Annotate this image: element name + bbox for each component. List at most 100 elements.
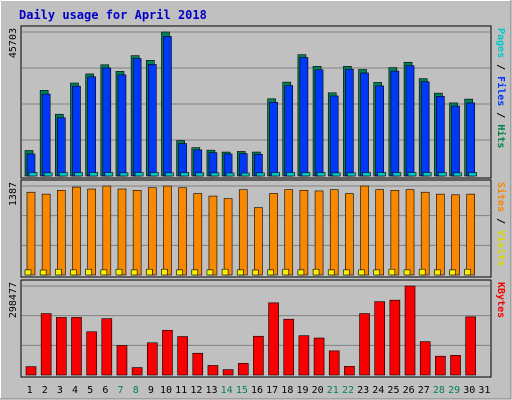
bar-kbytes-day-14 [222, 369, 234, 376]
bar-files-day-8 [132, 58, 142, 177]
bar-visits-day-15 [236, 269, 244, 276]
bar-pages-day-13 [210, 172, 220, 177]
bar-kbytes-day-1 [25, 366, 37, 376]
panels: 45703 Pages / Files / Hits 1387 Sites / Vis… [8, 25, 507, 378]
bar-files-day-12 [193, 149, 203, 177]
bar-pages-day-14 [225, 172, 235, 177]
bar-files-day-6 [102, 67, 112, 177]
bar-sites-day-24 [375, 189, 385, 276]
bar-kbytes-day-6 [101, 318, 113, 376]
bar-sites-day-20 [314, 190, 324, 276]
day-label-19: 19 [296, 385, 308, 396]
day-label-5: 5 [87, 385, 93, 396]
day-label-18: 18 [281, 385, 293, 396]
day-label-16: 16 [251, 385, 263, 396]
day-label-4: 4 [72, 385, 78, 396]
bar-visits-day-12 [191, 269, 199, 276]
bar-kbytes-day-23 [359, 313, 370, 376]
bar-sites-day-30 [466, 193, 475, 276]
day-label-14: 14 [221, 385, 233, 396]
bar-files-day-30 [466, 102, 475, 177]
bar-files-day-20 [314, 69, 324, 177]
day-label-1: 1 [27, 385, 33, 396]
bar-files-day-15 [238, 153, 248, 177]
bar-kbytes-day-8 [131, 367, 143, 376]
bar-pages-day-6 [104, 172, 114, 177]
bar-kbytes-day-25 [389, 299, 401, 376]
bar-kbytes-day-5 [86, 331, 97, 376]
bar-sites-day-4 [72, 186, 81, 276]
bar-visits-day-11 [176, 269, 183, 276]
bar-visits-day-5 [85, 268, 92, 276]
bar-kbytes-day-11 [177, 336, 188, 376]
bar-pages-day-7 [119, 172, 129, 177]
bar-files-day-2 [41, 93, 51, 177]
bar-visits-day-30 [464, 268, 471, 276]
day-label-21: 21 [327, 385, 339, 396]
bar-sites-day-15 [238, 189, 248, 276]
day-label-3: 3 [57, 385, 63, 396]
bar-files-day-19 [299, 57, 309, 177]
day-label-7: 7 [118, 385, 124, 396]
bar-sites-day-12 [193, 193, 203, 276]
bar-sites-day-25 [390, 189, 400, 276]
day-label-15: 15 [236, 385, 248, 396]
bar-visits-day-21 [327, 269, 335, 276]
bar-kbytes-day-12 [192, 352, 204, 376]
bar-kbytes-day-7 [116, 345, 128, 376]
bar-files-day-10 [163, 36, 172, 177]
bar-files-day-29 [451, 105, 460, 177]
bar-sites-day-7 [117, 188, 127, 276]
day-label-13: 13 [205, 385, 217, 396]
bar-sites-day-10 [163, 185, 172, 276]
bar-pages-day-28 [438, 172, 447, 177]
bar-kbytes-day-20 [313, 337, 325, 376]
bar-pages-day-21 [331, 172, 341, 177]
bar-visits-day-19 [297, 269, 305, 276]
bar-kbytes-day-19 [298, 335, 310, 376]
bar-visits-day-28 [434, 269, 441, 276]
bar-pages-day-10 [165, 172, 174, 177]
panel-side-legend: KBytes [495, 282, 506, 318]
bar-pages-day-17 [271, 172, 280, 177]
bar-kbytes-day-16 [253, 335, 264, 376]
bar-sites-day-1 [26, 191, 36, 276]
panel-max-label: 298477 [8, 282, 19, 318]
bar-files-day-17 [269, 101, 278, 177]
bar-sites-day-27 [420, 191, 430, 276]
bar-visits-day-29 [449, 269, 456, 276]
bar-sites-day-17 [269, 193, 278, 276]
bar-files-day-5 [87, 76, 96, 177]
bar-kbytes-day-27 [419, 341, 431, 376]
day-label-11: 11 [175, 385, 187, 396]
bar-pages-day-26 [407, 172, 417, 177]
bar-sites-day-16 [254, 207, 263, 276]
bar-visits-day-27 [418, 268, 426, 276]
bar-kbytes-day-26 [404, 285, 416, 376]
bar-sites-day-11 [178, 187, 187, 276]
bar-kbytes-day-30 [465, 316, 476, 376]
bar-pages-day-30 [468, 172, 477, 177]
day-label-28: 28 [433, 385, 445, 396]
day-label-27: 27 [418, 385, 430, 396]
panel-visits-sites: 1387 Sites / Visits [8, 179, 507, 278]
bar-visits-day-1 [24, 269, 32, 276]
bar-files-day-26 [405, 65, 415, 177]
bar-sites-day-5 [87, 188, 96, 276]
bar-pages-day-8 [134, 172, 144, 177]
day-label-20: 20 [312, 385, 324, 396]
bar-kbytes-day-18 [283, 318, 295, 376]
legend-entry: Sites [495, 182, 507, 212]
bar-sites-day-6 [102, 185, 112, 276]
bar-visits-day-16 [252, 269, 259, 276]
bar-sites-day-29 [451, 194, 460, 276]
day-label-25: 25 [387, 385, 399, 396]
bar-files-day-28 [436, 95, 445, 177]
bar-visits-day-8 [130, 269, 138, 276]
legend-entry: Pages [495, 28, 506, 58]
legend-entry: Files [495, 76, 507, 106]
bar-visits-day-14 [221, 268, 229, 276]
bar-files-day-25 [390, 70, 400, 177]
bar-visits-day-7 [115, 268, 123, 276]
